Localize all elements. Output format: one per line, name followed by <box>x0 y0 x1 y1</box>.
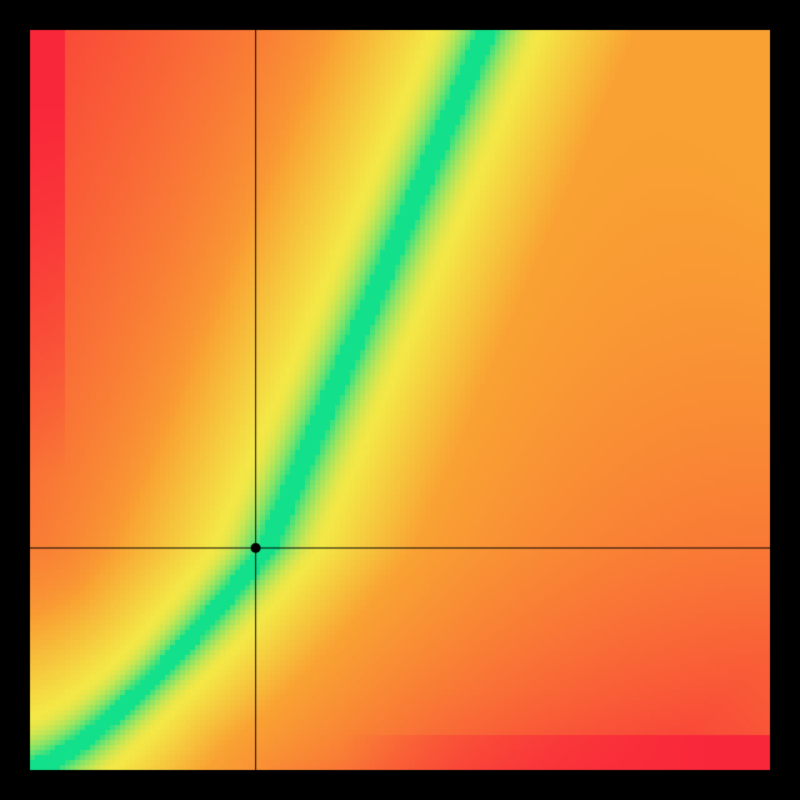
bottleneck-heatmap-canvas <box>0 0 800 800</box>
bottleneck-heatmap-container: TheBottleneck.com <box>0 0 800 800</box>
